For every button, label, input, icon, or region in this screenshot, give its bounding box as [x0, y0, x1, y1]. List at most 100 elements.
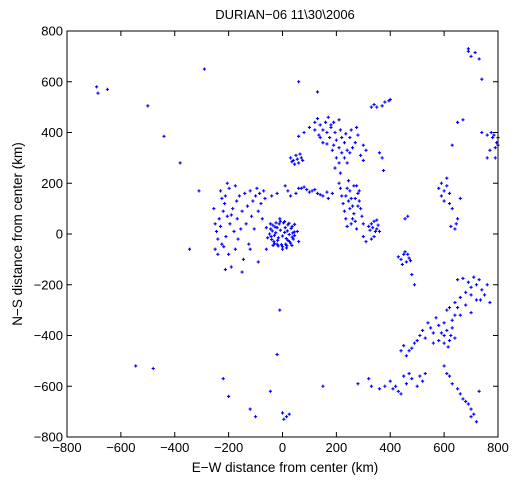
data-point: [222, 201, 227, 206]
data-point: [493, 146, 497, 150]
y-tick-label: 0: [56, 227, 63, 242]
data-point: [381, 168, 386, 173]
data-point: [294, 153, 298, 157]
data-point: [469, 293, 473, 297]
data-point: [480, 77, 484, 81]
data-point: [279, 243, 284, 247]
data-point: [445, 176, 449, 180]
data-point: [286, 189, 290, 193]
data-point: [293, 233, 297, 238]
data-point: [442, 341, 446, 345]
data-point: [361, 143, 365, 147]
data-point: [223, 194, 227, 198]
data-point: [482, 293, 487, 297]
data-point: [240, 270, 244, 274]
data-point: [293, 162, 297, 166]
data-point: [404, 354, 409, 358]
data-point: [256, 209, 260, 213]
x-tick-label: −200: [214, 440, 243, 455]
data-point: [458, 295, 462, 300]
data-point: [388, 97, 392, 102]
data-point: [288, 156, 293, 160]
data-point: [284, 246, 289, 250]
data-point: [275, 242, 279, 246]
data-point: [480, 288, 484, 292]
data-point: [297, 80, 301, 84]
data-point: [437, 338, 441, 343]
data-point: [461, 397, 465, 401]
data-point: [290, 243, 294, 248]
data-point: [221, 209, 225, 213]
data-point: [270, 237, 274, 242]
data-point: [134, 364, 138, 368]
data-point: [361, 158, 365, 163]
data-point: [461, 118, 465, 122]
data-point: [344, 217, 348, 221]
data-point: [315, 90, 320, 94]
data-point: [488, 148, 492, 152]
data-point: [276, 244, 280, 248]
data-point: [493, 156, 497, 160]
data-point: [248, 407, 252, 411]
data-point: [330, 191, 334, 195]
data-point: [361, 222, 365, 226]
data-point: [437, 323, 441, 327]
data-point: [256, 260, 260, 264]
data-point: [407, 256, 411, 260]
data-point: [273, 225, 277, 229]
data-point: [338, 128, 343, 132]
data-point: [214, 229, 219, 234]
data-point: [275, 352, 279, 357]
data-point: [318, 193, 322, 197]
data-point: [402, 374, 406, 378]
data-point: [96, 91, 100, 95]
data-point: [489, 130, 493, 135]
data-point: [491, 135, 495, 140]
data-point: [399, 349, 403, 353]
x-tick-label: 600: [433, 440, 455, 455]
data-point: [330, 148, 334, 152]
data-point: [325, 142, 329, 146]
data-point: [442, 189, 446, 193]
x-tick-label: 400: [379, 440, 401, 455]
data-point: [455, 278, 460, 282]
data-point: [275, 191, 279, 195]
data-point: [224, 234, 228, 239]
data-point: [415, 338, 419, 343]
data-point: [305, 187, 309, 192]
data-point: [315, 116, 320, 121]
data-point: [402, 344, 406, 348]
data-point: [283, 226, 287, 230]
data-point: [178, 161, 182, 165]
data-point: [477, 389, 481, 393]
data-point: [266, 236, 270, 240]
data-point: [337, 181, 341, 185]
data-point: [356, 204, 360, 208]
data-point: [334, 138, 338, 142]
data-point: [277, 222, 281, 226]
data-point: [469, 407, 473, 411]
data-point: [400, 262, 404, 267]
data-point: [349, 196, 353, 201]
data-point: [396, 255, 400, 259]
data-point: [345, 161, 349, 165]
data-point: [299, 186, 303, 190]
data-point: [274, 231, 278, 235]
data-point: [375, 105, 379, 109]
data-point: [406, 214, 410, 218]
y-tick-label: −400: [34, 328, 63, 343]
data-point: [418, 333, 422, 338]
data-point: [289, 226, 293, 231]
data-point: [429, 326, 433, 330]
data-point: [383, 384, 387, 388]
data-point: [455, 217, 460, 221]
data-point: [247, 242, 251, 246]
data-point: [271, 223, 275, 227]
data-point: [187, 247, 192, 251]
data-point: [350, 217, 355, 221]
data-point: [442, 199, 446, 203]
data-point: [233, 247, 237, 251]
data-point: [248, 189, 252, 193]
data-point: [373, 229, 378, 234]
